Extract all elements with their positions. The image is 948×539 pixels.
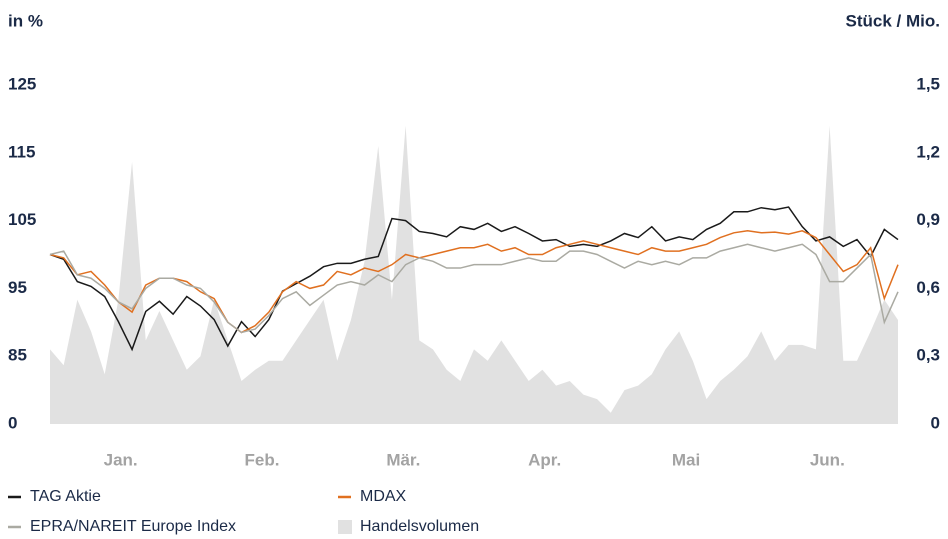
y-tick-label: 95 xyxy=(8,278,27,297)
y-tick-label: 105 xyxy=(8,210,36,229)
volume-area xyxy=(50,125,898,425)
y2-tick-label: 1,2 xyxy=(916,142,940,161)
y-tick-label: 85 xyxy=(8,346,27,365)
series-line xyxy=(49,229,899,334)
x-tick-label: Jun. xyxy=(810,450,845,469)
y2-axis-label: Stück / Mio. xyxy=(846,11,940,30)
series-line xyxy=(49,206,899,352)
x-tick-label: Jan. xyxy=(104,450,138,469)
series-line xyxy=(49,243,899,334)
legend-label: TAG Aktie xyxy=(30,488,101,505)
y-tick-label: 125 xyxy=(8,74,36,93)
y2-tick-label: 1,5 xyxy=(916,74,940,93)
y2-tick-label: 0,9 xyxy=(916,210,940,229)
legend-label: Handelsvolumen xyxy=(360,518,479,535)
x-tick-label: Mär. xyxy=(386,450,420,469)
y-tick-label: 0 xyxy=(8,413,17,432)
y2-tick-label: 0,3 xyxy=(916,346,940,365)
legend-swatch xyxy=(338,520,352,534)
legend-label: EPRA/NAREIT Europe Index xyxy=(30,518,236,535)
legend-label: MDAX xyxy=(360,488,407,505)
y2-tick-label: 0,6 xyxy=(916,278,940,297)
y-tick-label: 115 xyxy=(8,142,35,161)
x-tick-label: Feb. xyxy=(245,450,280,469)
y2-tick-label: 0 xyxy=(931,413,940,432)
y-axis-label: in % xyxy=(8,11,43,30)
x-tick-label: Apr. xyxy=(528,450,561,469)
x-tick-label: Mai xyxy=(672,450,700,469)
